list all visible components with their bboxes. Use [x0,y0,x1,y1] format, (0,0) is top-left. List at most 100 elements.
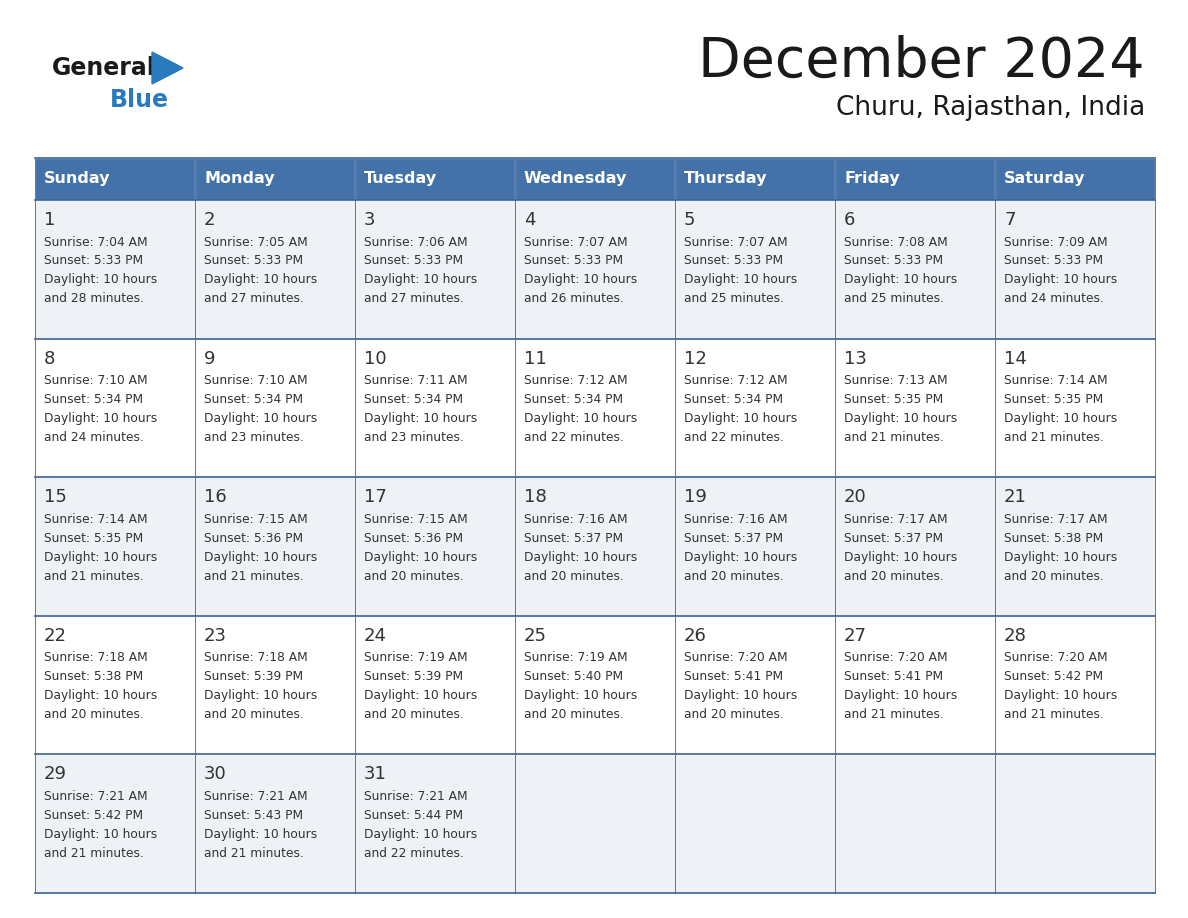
Text: Sunrise: 7:07 AM: Sunrise: 7:07 AM [524,236,627,249]
Text: Sunset: 5:33 PM: Sunset: 5:33 PM [843,254,943,267]
Text: Sunrise: 7:17 AM: Sunrise: 7:17 AM [1004,512,1107,526]
Text: and 26 minutes.: and 26 minutes. [524,293,624,306]
Text: Sunrise: 7:07 AM: Sunrise: 7:07 AM [684,236,788,249]
Text: Daylight: 10 hours: Daylight: 10 hours [364,412,478,425]
Bar [34,616,195,755]
Text: Sunset: 5:39 PM: Sunset: 5:39 PM [364,670,463,683]
Text: Sunrise: 7:14 AM: Sunrise: 7:14 AM [1004,375,1107,387]
Text: Sunset: 5:34 PM: Sunset: 5:34 PM [204,393,303,406]
Text: and 21 minutes.: and 21 minutes. [843,431,944,444]
Text: Sunset: 5:33 PM: Sunset: 5:33 PM [1004,254,1104,267]
Text: 21: 21 [1004,488,1026,506]
Bar [835,200,996,339]
Text: Sunrise: 7:15 AM: Sunrise: 7:15 AM [204,512,308,526]
Text: Daylight: 10 hours: Daylight: 10 hours [204,412,317,425]
Text: Sunrise: 7:10 AM: Sunrise: 7:10 AM [204,375,308,387]
Text: Sunset: 5:33 PM: Sunset: 5:33 PM [44,254,143,267]
Text: 7: 7 [1004,211,1016,229]
Bar [835,477,996,616]
Text: 5: 5 [684,211,695,229]
Text: and 25 minutes.: and 25 minutes. [684,293,784,306]
Text: 30: 30 [204,766,227,783]
Text: Sunrise: 7:15 AM: Sunrise: 7:15 AM [364,512,468,526]
Text: Sunrise: 7:12 AM: Sunrise: 7:12 AM [524,375,627,387]
Text: Friday: Friday [843,172,899,186]
Text: Sunset: 5:36 PM: Sunset: 5:36 PM [364,532,463,544]
Text: 17: 17 [364,488,387,506]
Text: 12: 12 [684,350,707,367]
Text: Daylight: 10 hours: Daylight: 10 hours [684,274,797,286]
Text: Daylight: 10 hours: Daylight: 10 hours [44,412,157,425]
Bar [835,158,996,200]
Text: Sunset: 5:37 PM: Sunset: 5:37 PM [524,532,624,544]
Text: 28: 28 [1004,627,1026,644]
Text: Daylight: 10 hours: Daylight: 10 hours [843,551,958,564]
Text: Sunrise: 7:16 AM: Sunrise: 7:16 AM [684,512,788,526]
Text: Sunrise: 7:14 AM: Sunrise: 7:14 AM [44,512,147,526]
Text: Sunset: 5:34 PM: Sunset: 5:34 PM [524,393,624,406]
Text: and 24 minutes.: and 24 minutes. [44,431,144,444]
Text: Daylight: 10 hours: Daylight: 10 hours [44,828,157,841]
Text: 31: 31 [364,766,387,783]
Text: 25: 25 [524,627,546,644]
Text: Sunset: 5:41 PM: Sunset: 5:41 PM [843,670,943,683]
Bar [195,477,355,616]
Text: 16: 16 [204,488,227,506]
Bar [355,616,516,755]
Text: Sunrise: 7:19 AM: Sunrise: 7:19 AM [524,651,627,665]
Text: and 21 minutes.: and 21 minutes. [1004,709,1104,722]
Bar [516,158,675,200]
Text: 15: 15 [44,488,67,506]
Text: 29: 29 [44,766,67,783]
Bar [34,200,195,339]
Bar [835,339,996,477]
Text: Sunset: 5:44 PM: Sunset: 5:44 PM [364,809,463,822]
Text: Sunset: 5:34 PM: Sunset: 5:34 PM [684,393,783,406]
Text: Daylight: 10 hours: Daylight: 10 hours [44,689,157,702]
Text: Daylight: 10 hours: Daylight: 10 hours [684,551,797,564]
Bar [996,477,1155,616]
Text: Sunset: 5:40 PM: Sunset: 5:40 PM [524,670,624,683]
Text: Daylight: 10 hours: Daylight: 10 hours [1004,689,1117,702]
Text: 1: 1 [44,211,56,229]
Text: 2: 2 [204,211,215,229]
Text: 8: 8 [44,350,56,367]
Bar [34,339,195,477]
Text: Sunset: 5:33 PM: Sunset: 5:33 PM [524,254,624,267]
Text: Sunset: 5:39 PM: Sunset: 5:39 PM [204,670,303,683]
Text: 6: 6 [843,211,855,229]
Text: Sunrise: 7:08 AM: Sunrise: 7:08 AM [843,236,948,249]
Text: 23: 23 [204,627,227,644]
Text: Daylight: 10 hours: Daylight: 10 hours [843,412,958,425]
Text: and 21 minutes.: and 21 minutes. [204,847,304,860]
Text: Daylight: 10 hours: Daylight: 10 hours [44,551,157,564]
Bar [516,200,675,339]
Text: Sunrise: 7:11 AM: Sunrise: 7:11 AM [364,375,468,387]
Text: Daylight: 10 hours: Daylight: 10 hours [684,689,797,702]
Text: Sunrise: 7:16 AM: Sunrise: 7:16 AM [524,512,627,526]
Text: Daylight: 10 hours: Daylight: 10 hours [204,828,317,841]
Bar [516,755,675,893]
Text: 3: 3 [364,211,375,229]
Text: 24: 24 [364,627,387,644]
Text: Sunset: 5:35 PM: Sunset: 5:35 PM [843,393,943,406]
Text: Daylight: 10 hours: Daylight: 10 hours [44,274,157,286]
Text: Sunset: 5:36 PM: Sunset: 5:36 PM [204,532,303,544]
Text: and 25 minutes.: and 25 minutes. [843,293,944,306]
Text: Thursday: Thursday [684,172,767,186]
Text: and 20 minutes.: and 20 minutes. [204,709,304,722]
Text: Churu, Rajasthan, India: Churu, Rajasthan, India [835,95,1145,121]
Bar [835,755,996,893]
Bar [195,616,355,755]
Text: and 20 minutes.: and 20 minutes. [843,570,944,583]
Text: 14: 14 [1004,350,1026,367]
Text: Daylight: 10 hours: Daylight: 10 hours [524,689,637,702]
Text: and 21 minutes.: and 21 minutes. [843,709,944,722]
Text: Sunset: 5:35 PM: Sunset: 5:35 PM [1004,393,1104,406]
Bar [195,158,355,200]
Text: and 27 minutes.: and 27 minutes. [204,293,304,306]
Text: Sunrise: 7:18 AM: Sunrise: 7:18 AM [204,651,308,665]
Text: Monday: Monday [204,172,274,186]
Text: and 23 minutes.: and 23 minutes. [204,431,304,444]
Text: Daylight: 10 hours: Daylight: 10 hours [364,828,478,841]
